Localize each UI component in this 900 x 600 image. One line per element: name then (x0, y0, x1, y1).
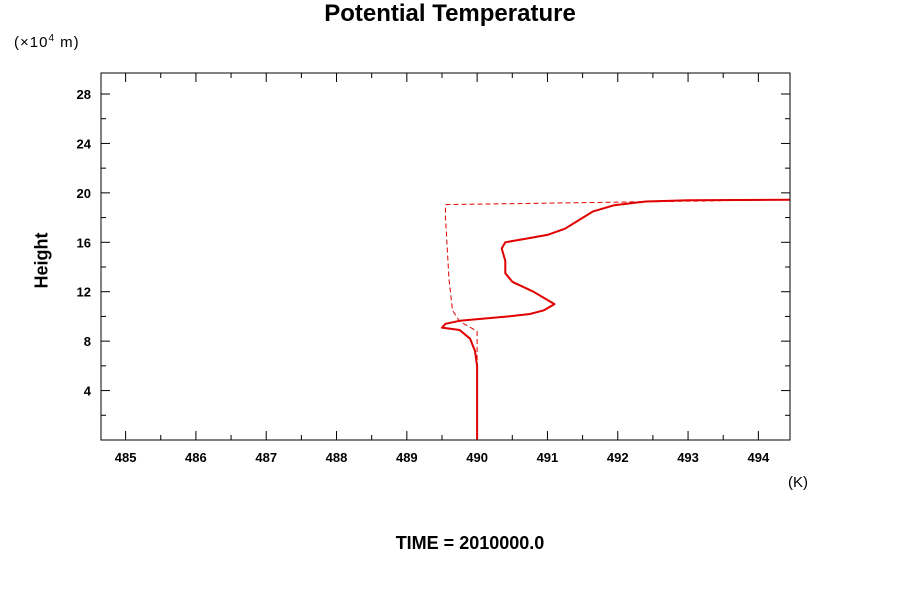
y-tick-label: 4 (84, 384, 92, 399)
chart-title: Potential Temperature (324, 0, 576, 27)
y-tick-label: 24 (77, 136, 92, 151)
x-tick-label: 493 (677, 450, 699, 465)
y-tick-label: 20 (77, 186, 91, 201)
time-caption: TIME = 2010000.0 (395, 533, 545, 553)
plot-frame (100, 72, 791, 441)
x-tick-label: 491 (537, 450, 559, 465)
y-tick-label: 8 (84, 334, 91, 349)
x-tick-label: 492 (607, 450, 629, 465)
y-tick-label: 16 (77, 235, 91, 250)
y-tick-label: 12 (77, 285, 91, 300)
series-dashed-line (445, 199, 791, 440)
series-solid-line (441, 198, 791, 440)
x-tick-label: 485 (115, 450, 137, 465)
x-tick-label: 490 (466, 450, 488, 465)
y-axis-unit: (×104 m) (14, 33, 80, 51)
x-tick-label: 488 (326, 450, 348, 465)
x-axis-unit: (K) (788, 474, 808, 491)
ticks-layer: 485 486 487 488 489 490 491 492 493 494 4 8 12 16 20 24… (77, 73, 790, 465)
x-tick-label: 494 (748, 450, 770, 465)
x-tick-label: 489 (396, 450, 418, 465)
series-layer (441, 198, 791, 440)
y-tick-label: 28 (77, 87, 91, 102)
x-tick-label: 486 (185, 450, 207, 465)
x-tick-label: 487 (255, 450, 277, 465)
